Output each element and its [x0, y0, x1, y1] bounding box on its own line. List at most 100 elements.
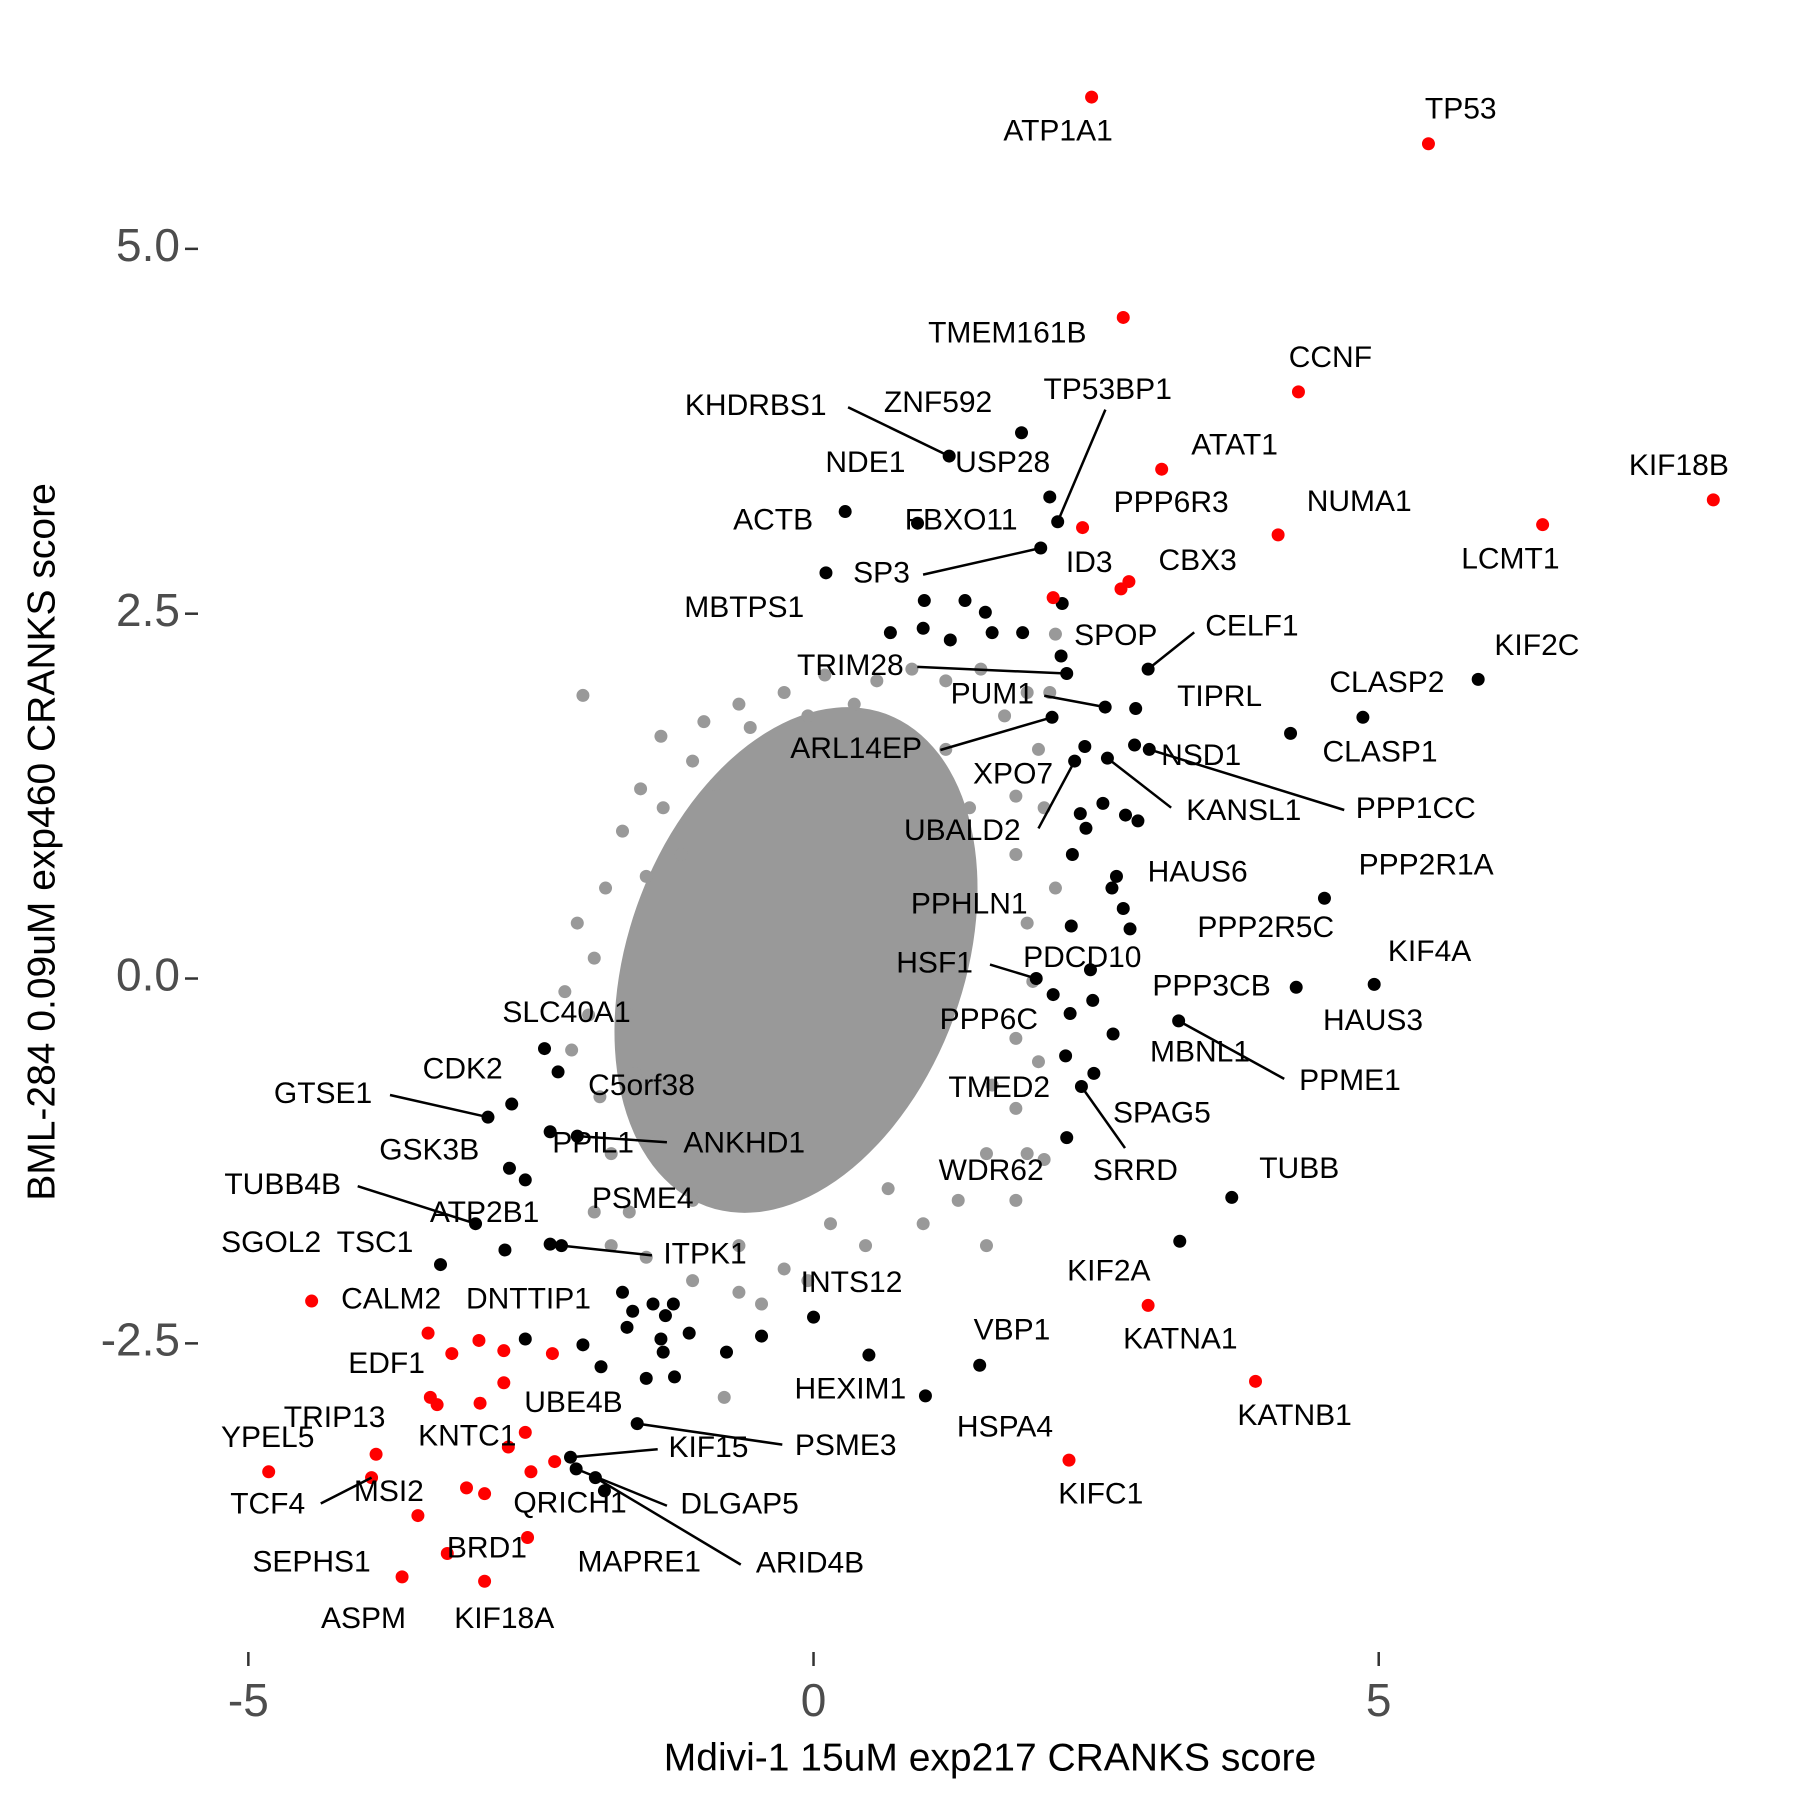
data-point — [518, 1332, 532, 1346]
data-point — [1471, 672, 1485, 686]
data-point — [979, 1147, 993, 1161]
data-point — [421, 1326, 435, 1340]
data-point — [543, 1237, 557, 1251]
data-point — [305, 1294, 319, 1308]
data-point — [1317, 891, 1331, 905]
data-point — [615, 1285, 629, 1299]
leader-line — [989, 963, 1037, 980]
point-label: MBNL1 — [1150, 1035, 1250, 1068]
data-point — [558, 985, 572, 999]
data-point — [1065, 847, 1079, 861]
data-point — [497, 1344, 511, 1358]
point-label: ASPM — [321, 1602, 406, 1635]
leader-line — [357, 1184, 476, 1225]
point-label: TUBB4B — [224, 1168, 341, 1201]
density-core — [614, 707, 978, 1213]
point-label: UBALD2 — [904, 814, 1021, 847]
data-point — [639, 869, 653, 883]
leader-line — [1106, 757, 1172, 809]
point-label: ITPK1 — [663, 1237, 746, 1270]
data-point — [732, 1285, 746, 1299]
data-point — [755, 1297, 769, 1311]
leader-line — [847, 406, 950, 458]
point-label: PPP3CB — [1152, 970, 1270, 1003]
data-point — [862, 1348, 876, 1362]
point-label: ARL14EP — [790, 732, 922, 765]
data-point — [615, 824, 629, 838]
data-point — [622, 1008, 636, 1022]
data-point — [1054, 649, 1068, 663]
data-point — [565, 1043, 579, 1057]
point-label: PPP1CC — [1356, 792, 1476, 825]
data-point — [1020, 685, 1034, 699]
data-point — [604, 1239, 618, 1253]
point-label: KIF2C — [1494, 629, 1579, 662]
data-point — [870, 732, 884, 746]
data-point — [838, 505, 852, 519]
data-point — [732, 697, 746, 711]
leader-line — [1037, 760, 1076, 830]
point-label: YPEL5 — [221, 1421, 314, 1454]
data-point — [445, 1347, 459, 1361]
data-point — [943, 633, 957, 647]
data-point — [1123, 922, 1137, 936]
point-label: GSK3B — [379, 1133, 479, 1166]
data-point — [1367, 977, 1381, 991]
data-point — [686, 754, 700, 768]
data-point — [587, 1205, 601, 1219]
point-label: TIPRL — [1177, 680, 1262, 713]
data-point — [998, 709, 1012, 723]
data-point — [634, 782, 648, 796]
data-point — [460, 1481, 474, 1495]
leader-line — [1056, 409, 1107, 523]
point-label: KHDRBS1 — [685, 389, 827, 422]
data-point — [501, 1440, 515, 1454]
data-point — [1048, 881, 1062, 895]
data-point — [743, 721, 757, 735]
point-label: PPP2R1A — [1359, 848, 1494, 881]
point-label: TMED2 — [948, 1071, 1050, 1104]
point-label: EDF1 — [348, 1347, 425, 1380]
data-point — [1119, 808, 1133, 822]
leader-line — [637, 1422, 783, 1446]
data-point — [594, 1360, 608, 1374]
data-point — [1086, 993, 1100, 1007]
data-point — [1083, 963, 1097, 977]
point-label: MBTPS1 — [684, 591, 804, 624]
point-label: PPME1 — [1299, 1064, 1401, 1097]
data-point — [1129, 702, 1143, 716]
x-tick-label: 0 — [801, 1674, 827, 1726]
point-label: TCF4 — [230, 1488, 305, 1521]
data-point — [1037, 1152, 1051, 1166]
point-label: GTSE1 — [274, 1077, 372, 1110]
data-point — [985, 626, 999, 640]
point-label: ATAT1 — [1191, 428, 1278, 461]
point-label: SLC40A1 — [502, 996, 630, 1029]
data-point — [951, 1193, 965, 1207]
data-point — [628, 1066, 642, 1080]
point-label: SPOP — [1074, 619, 1157, 652]
point-label: TUBB — [1259, 1152, 1339, 1185]
data-point — [395, 1570, 409, 1584]
data-point — [1128, 738, 1142, 752]
data-point — [697, 715, 711, 729]
data-point — [498, 1243, 512, 1257]
point-label: SGOL2 — [221, 1226, 321, 1259]
point-label: CELF1 — [1205, 610, 1298, 643]
data-point — [543, 1125, 557, 1139]
point-label: C5orf38 — [588, 1069, 695, 1102]
data-point — [818, 668, 832, 682]
point-label: PPIL1 — [552, 1127, 634, 1160]
data-point — [658, 1309, 672, 1323]
data-point — [582, 1008, 596, 1022]
data-point — [1016, 626, 1030, 640]
data-point — [626, 1304, 640, 1318]
point-label: KIF18A — [454, 1602, 554, 1635]
point-label: ARID4B — [756, 1547, 864, 1580]
data-point — [502, 1161, 516, 1175]
y-tick-label: 0.0 — [116, 949, 180, 1001]
point-label: KIF18B — [1629, 449, 1729, 482]
leader-line — [1044, 694, 1106, 709]
data-point — [639, 1371, 653, 1385]
data-point — [978, 605, 992, 619]
